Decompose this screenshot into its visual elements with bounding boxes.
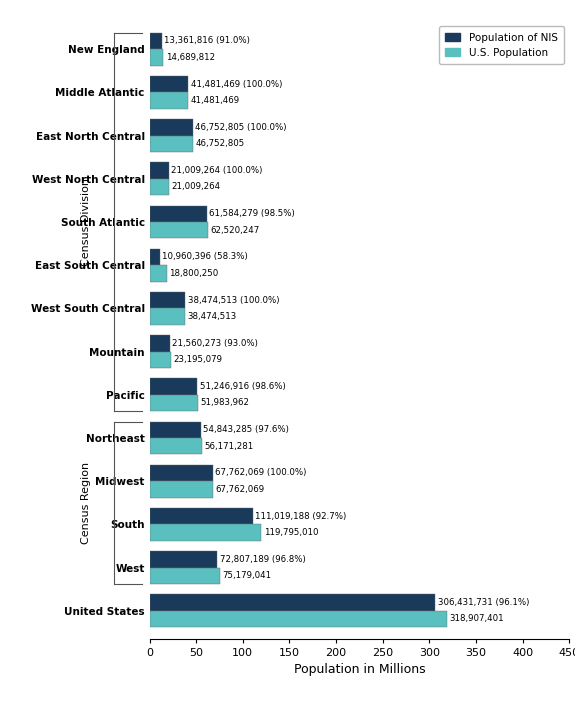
Text: 51,983,962: 51,983,962 [200, 399, 250, 407]
Bar [150, 308, 185, 325]
Bar [150, 292, 185, 308]
Bar [150, 595, 435, 611]
Text: 14,689,812: 14,689,812 [166, 53, 214, 62]
Bar [150, 119, 193, 135]
Bar [150, 49, 163, 65]
Bar [150, 249, 160, 265]
Text: 21,009,264 (100.0%): 21,009,264 (100.0%) [171, 166, 263, 175]
Bar [150, 508, 253, 524]
Text: Census Division: Census Division [81, 178, 91, 266]
Bar [150, 524, 261, 541]
Text: 10,960,396 (58.3%): 10,960,396 (58.3%) [162, 253, 248, 261]
Text: 62,520,247: 62,520,247 [210, 225, 259, 234]
Text: 56,171,281: 56,171,281 [204, 442, 254, 451]
Text: 46,752,805: 46,752,805 [196, 139, 245, 148]
Bar [150, 135, 193, 152]
Bar [150, 395, 198, 411]
Text: 23,195,079: 23,195,079 [174, 355, 223, 364]
Text: 306,431,731 (96.1%): 306,431,731 (96.1%) [438, 598, 529, 607]
Bar [150, 551, 217, 567]
Bar [150, 206, 207, 222]
Bar [150, 76, 188, 93]
Bar [150, 93, 188, 109]
X-axis label: Population in Millions: Population in Millions [294, 663, 425, 677]
Text: 21,560,273 (93.0%): 21,560,273 (93.0%) [172, 339, 258, 347]
Bar [150, 162, 169, 179]
Legend: Population of NIS, U.S. Population: Population of NIS, U.S. Population [439, 26, 564, 64]
Text: 67,762,069 (100.0%): 67,762,069 (100.0%) [215, 468, 306, 477]
Text: 72,807,189 (96.8%): 72,807,189 (96.8%) [220, 555, 305, 564]
Bar [150, 352, 171, 368]
Bar [150, 222, 208, 239]
Bar [150, 421, 201, 438]
Bar [150, 378, 197, 395]
Bar [150, 265, 167, 282]
Bar [150, 567, 220, 584]
Bar [150, 481, 213, 498]
Text: 21,009,264: 21,009,264 [171, 183, 221, 192]
Text: 13,361,816 (91.0%): 13,361,816 (91.0%) [164, 37, 250, 46]
Text: 38,474,513 (100.0%): 38,474,513 (100.0%) [187, 296, 279, 305]
Bar [150, 438, 202, 454]
Text: 61,584,279 (98.5%): 61,584,279 (98.5%) [209, 209, 295, 218]
Text: 51,246,916 (98.6%): 51,246,916 (98.6%) [200, 382, 285, 391]
Bar [150, 179, 169, 195]
Text: Census Region: Census Region [81, 462, 91, 544]
Text: 18,800,250: 18,800,250 [170, 269, 218, 278]
Text: 38,474,513: 38,474,513 [187, 312, 237, 321]
Text: 41,481,469 (100.0%): 41,481,469 (100.0%) [190, 79, 282, 88]
Text: 46,752,805 (100.0%): 46,752,805 (100.0%) [196, 123, 287, 132]
Text: 75,179,041: 75,179,041 [222, 571, 271, 581]
Bar [150, 335, 170, 352]
Text: 67,762,069: 67,762,069 [215, 485, 264, 494]
Text: 119,795,010: 119,795,010 [263, 528, 318, 537]
Text: 54,843,285 (97.6%): 54,843,285 (97.6%) [203, 425, 289, 435]
Text: 111,019,188 (92.7%): 111,019,188 (92.7%) [255, 512, 347, 521]
Text: 318,907,401: 318,907,401 [449, 614, 504, 623]
Bar [150, 33, 162, 49]
Bar [150, 465, 213, 481]
Bar [150, 611, 447, 627]
Text: 41,481,469: 41,481,469 [190, 96, 240, 105]
